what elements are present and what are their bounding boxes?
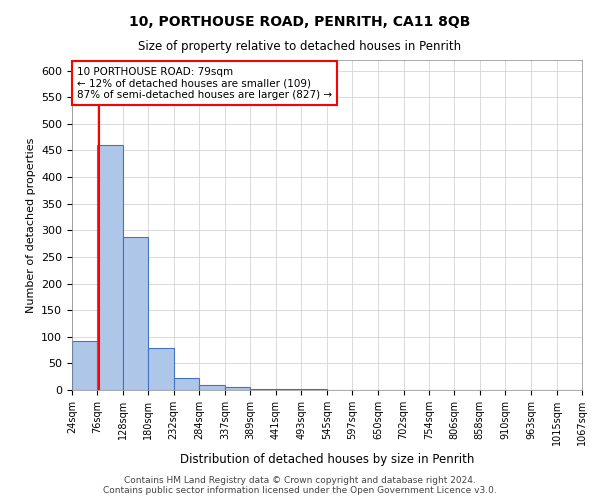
Bar — [123, 237, 148, 390]
Text: Size of property relative to detached houses in Penrith: Size of property relative to detached ho… — [139, 40, 461, 53]
Y-axis label: Number of detached properties: Number of detached properties — [26, 138, 35, 312]
Bar — [97, 145, 123, 390]
Bar — [174, 378, 199, 390]
Text: 10, PORTHOUSE ROAD, PENRITH, CA11 8QB: 10, PORTHOUSE ROAD, PENRITH, CA11 8QB — [130, 15, 470, 29]
Bar — [199, 384, 225, 390]
Text: 10 PORTHOUSE ROAD: 79sqm
← 12% of detached houses are smaller (109)
87% of semi-: 10 PORTHOUSE ROAD: 79sqm ← 12% of detach… — [77, 66, 332, 100]
Text: Contains HM Land Registry data © Crown copyright and database right 2024.
Contai: Contains HM Land Registry data © Crown c… — [103, 476, 497, 495]
Bar — [225, 388, 250, 390]
X-axis label: Distribution of detached houses by size in Penrith: Distribution of detached houses by size … — [180, 454, 474, 466]
Bar — [148, 348, 174, 390]
Bar — [250, 389, 276, 390]
Bar — [72, 340, 97, 390]
